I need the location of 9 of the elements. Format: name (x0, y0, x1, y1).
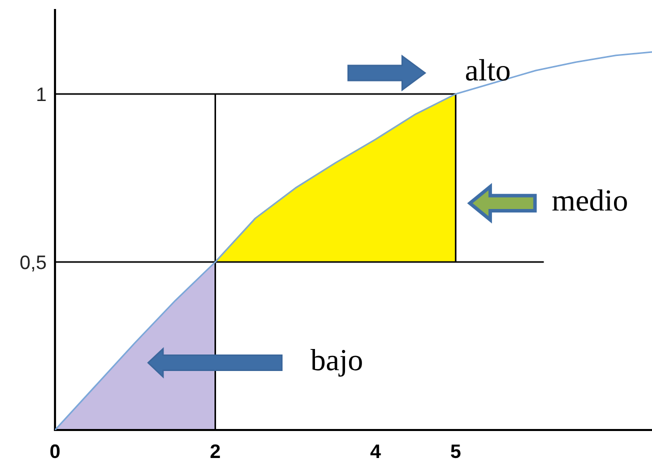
x-tick-label: 0 (50, 444, 60, 458)
x-tick-label: 5 (450, 444, 461, 458)
annotation: bajo (310, 348, 362, 377)
x-tick-label: 4 (370, 444, 381, 458)
y-tick-label: 1 (37, 88, 46, 102)
x-tick-label: 2 (210, 444, 220, 458)
annotation: alto (466, 59, 510, 81)
annotation: medio (552, 189, 627, 211)
y-tick-label: 0,5 (20, 255, 46, 272)
